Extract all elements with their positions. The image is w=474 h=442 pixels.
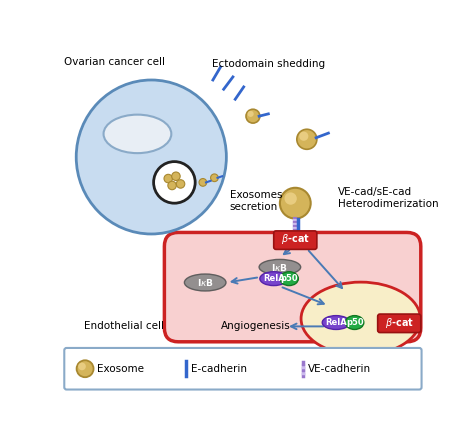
Text: E-cadherin: E-cadherin	[191, 364, 247, 374]
Ellipse shape	[260, 272, 288, 286]
Text: I$\kappa$B: I$\kappa$B	[197, 277, 214, 288]
Ellipse shape	[322, 316, 350, 329]
Circle shape	[168, 181, 176, 190]
Circle shape	[247, 111, 254, 117]
Circle shape	[280, 188, 310, 219]
Text: RelA: RelA	[263, 274, 284, 283]
Circle shape	[246, 109, 260, 123]
Ellipse shape	[301, 282, 420, 355]
Circle shape	[297, 129, 317, 149]
Ellipse shape	[76, 80, 227, 234]
Ellipse shape	[346, 316, 364, 329]
Circle shape	[78, 362, 86, 370]
Text: p50: p50	[346, 318, 364, 327]
Ellipse shape	[280, 272, 298, 286]
FancyBboxPatch shape	[164, 232, 421, 342]
Text: Ectodomain shedding: Ectodomain shedding	[212, 59, 325, 69]
Text: Exosomes
secretion: Exosomes secretion	[230, 190, 283, 213]
Text: VE-cad/sE-cad
Heterodimerization: VE-cad/sE-cad Heterodimerization	[337, 187, 438, 209]
Circle shape	[172, 172, 180, 180]
FancyBboxPatch shape	[273, 231, 317, 249]
Circle shape	[210, 174, 219, 182]
Circle shape	[199, 179, 207, 186]
Text: RelA: RelA	[325, 318, 347, 327]
Text: VE-cadherin: VE-cadherin	[309, 364, 372, 374]
Text: Exosome: Exosome	[97, 364, 145, 374]
Text: p50: p50	[280, 274, 298, 283]
FancyBboxPatch shape	[64, 348, 421, 389]
Circle shape	[176, 180, 185, 188]
Text: Ovarian cancer cell: Ovarian cancer cell	[64, 57, 165, 67]
Circle shape	[299, 132, 309, 141]
Ellipse shape	[259, 259, 301, 275]
Circle shape	[164, 174, 173, 183]
Ellipse shape	[103, 114, 171, 153]
Text: Angiogenesis: Angiogenesis	[221, 321, 291, 332]
Circle shape	[284, 192, 297, 205]
Text: Endothelial cell: Endothelial cell	[84, 321, 164, 332]
Text: $\beta$-cat: $\beta$-cat	[385, 316, 414, 330]
Ellipse shape	[184, 274, 226, 291]
FancyBboxPatch shape	[378, 314, 421, 332]
Circle shape	[77, 360, 93, 377]
Text: I$\kappa$B: I$\kappa$B	[272, 262, 288, 273]
Text: $\beta$-cat: $\beta$-cat	[281, 232, 310, 246]
Circle shape	[154, 162, 195, 203]
